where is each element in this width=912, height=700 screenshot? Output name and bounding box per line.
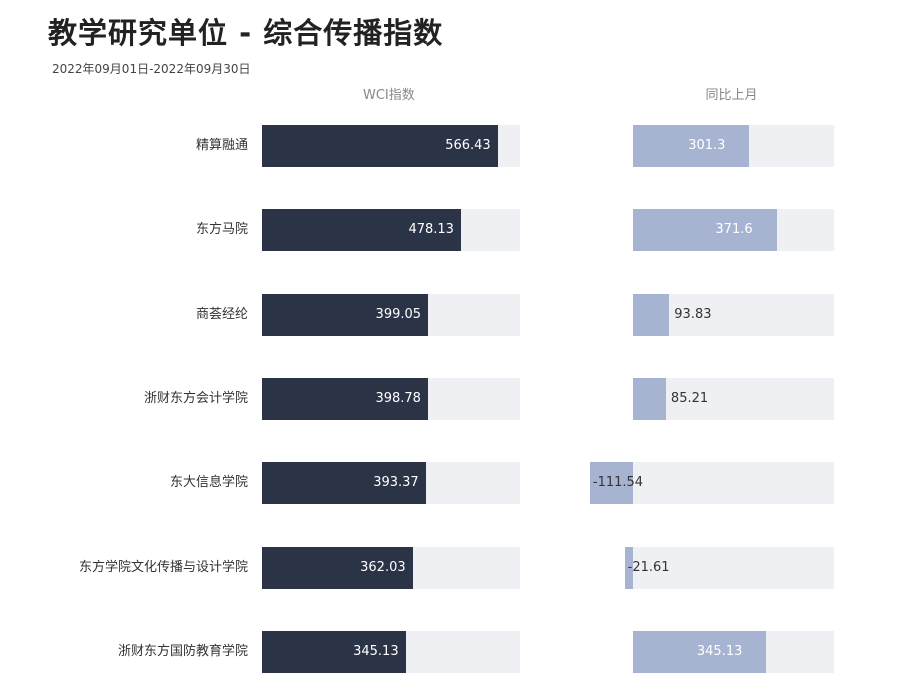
table-row: 商荟经纶 399.05 93.83 (0, 293, 912, 336)
yoy-bar (589, 462, 633, 505)
yoy-track (633, 377, 834, 420)
wci-value-label: 393.37 (373, 475, 419, 491)
yoy-bar (633, 377, 666, 420)
table-row: 东大信息学院 393.37 -111.54 (0, 462, 912, 505)
table-row: 浙财东方会计学院 398.78 85.21 (0, 377, 912, 420)
yoy-bar (624, 546, 633, 589)
category-label: 精算融通 (195, 138, 248, 153)
table-row: 东方马院 478.13 371.6 (0, 209, 912, 252)
wci-bar (262, 293, 429, 336)
yoy-bar (633, 630, 767, 673)
wci-bar (262, 209, 461, 252)
category-label: 浙财东方会计学院 (143, 390, 248, 406)
wci-value-label: 478.13 (408, 222, 454, 238)
wci-value-label: 566.43 (445, 138, 491, 153)
wci-bar (262, 462, 426, 505)
wci-value-label: 399.05 (375, 306, 422, 322)
wci-value-label: 345.13 (353, 643, 399, 659)
yoy-track (633, 462, 834, 505)
date-range: 2022年09月01日-2022年09月30日 (52, 62, 251, 76)
wci-column-header: WCI指数 (363, 88, 415, 103)
table-row: 东方学院文化传播与设计学院 362.03 -21.61 (0, 546, 912, 589)
wci-bar (262, 546, 413, 589)
yoy-value-label: 345.13 (696, 643, 743, 659)
yoy-bar (633, 125, 750, 167)
table-row: 浙财东方国防教育学院 345.13 345.13 (0, 630, 912, 673)
wci-value-label: 362.03 (360, 559, 406, 575)
yoy-column-header: 同比上月 (705, 88, 758, 103)
wci-bar (262, 125, 498, 167)
yoy-bar (633, 293, 670, 336)
yoy-track (633, 546, 834, 589)
yoy-bar (633, 209, 777, 252)
yoy-value-label: -21.61 (627, 559, 670, 575)
category-label: 东方学院文化传播与设计学院 (78, 559, 248, 575)
wci-bar (262, 630, 406, 673)
yoy-value-label: -111.54 (592, 475, 644, 491)
yoy-value-label: 85.21 (670, 390, 709, 406)
category-label: 浙财东方国防教育学院 (117, 643, 248, 659)
yoy-value-label: 371.6 (715, 222, 753, 238)
category-label: 东方马院 (195, 222, 248, 238)
category-label: 商荟经纶 (195, 306, 248, 322)
wci-value-label: 398.78 (375, 390, 421, 406)
category-label: 东大信息学院 (169, 475, 248, 491)
yoy-value-label: 301.3 (688, 138, 726, 153)
yoy-value-label: 93.83 (674, 306, 712, 322)
page-title: 教学研究单位 - 综合传播指数 (48, 16, 444, 50)
wci-bar (262, 377, 428, 420)
table-row: 精算融通 566.43 301.3 (0, 125, 912, 167)
